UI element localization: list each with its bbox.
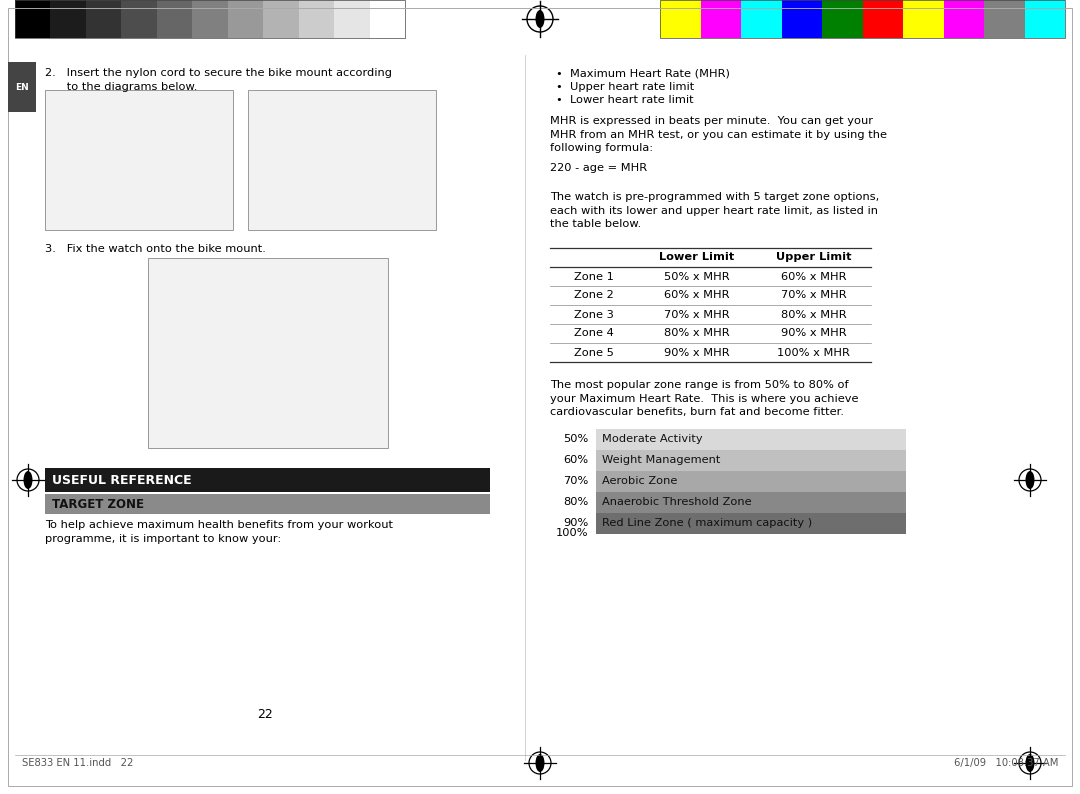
Bar [51,0,86,38]
Text: To help achieve maximum health benefits from your workout: To help achieve maximum health benefits … [45,520,393,530]
Text: MHR from an MHR test, or you can estimate it by using the: MHR from an MHR test, or you can estimat… [550,129,887,140]
Bar [334,0,369,38]
Bar [741,0,782,38]
Text: the table below.: the table below. [550,219,642,229]
Bar [596,449,906,471]
Bar [248,90,436,230]
Bar [596,429,906,449]
Bar [596,512,906,534]
Text: Zone 3: Zone 3 [575,310,613,319]
Bar [192,0,228,38]
Bar [148,258,388,448]
Text: EN: EN [15,83,29,91]
Text: your Maximum Heart Rate.  This is where you achieve: your Maximum Heart Rate. This is where y… [550,394,859,403]
Text: 90%: 90% [563,518,588,528]
Ellipse shape [536,10,544,28]
Text: •  Upper heart rate limit: • Upper heart rate limit [556,82,694,91]
Text: Upper Limit: Upper Limit [775,252,851,263]
Bar [863,0,903,38]
Ellipse shape [536,754,544,772]
Bar [86,0,121,38]
Text: 220 - age = MHR: 220 - age = MHR [550,163,647,173]
Text: to the diagrams below.: to the diagrams below. [45,82,198,91]
Bar [660,0,1065,38]
Bar [45,494,490,514]
Text: 80% x MHR: 80% x MHR [664,329,730,338]
Text: 22: 22 [257,707,273,720]
Text: Moderate Activity: Moderate Activity [602,434,703,444]
Bar [701,0,741,38]
Bar [15,0,405,38]
Bar [984,0,1025,38]
Bar [596,491,906,512]
Text: Aerobic Zone: Aerobic Zone [602,476,677,486]
Bar [264,0,299,38]
Text: SE833 EN 11.indd   22: SE833 EN 11.indd 22 [22,758,133,768]
Text: each with its lower and upper heart rate limit, as listed in: each with its lower and upper heart rate… [550,206,878,215]
Text: MHR is expressed in beats per minute.  You can get your: MHR is expressed in beats per minute. Yo… [550,116,873,126]
Text: The most popular zone range is from 50% to 80% of: The most popular zone range is from 50% … [550,380,849,390]
Text: 70% x MHR: 70% x MHR [781,291,847,300]
Text: 90% x MHR: 90% x MHR [664,348,730,357]
Text: 6/1/09   10:08:37 AM: 6/1/09 10:08:37 AM [954,758,1058,768]
Text: The watch is pre-programmed with 5 target zone options,: The watch is pre-programmed with 5 targe… [550,192,879,202]
Text: 2.   Insert the nylon cord to secure the bike mount according: 2. Insert the nylon cord to secure the b… [45,68,392,78]
Bar [660,0,701,38]
Bar [944,0,984,38]
Text: 50%: 50% [563,434,588,444]
Bar [45,90,233,230]
Bar [8,62,36,112]
Text: •  Maximum Heart Rate (MHR): • Maximum Heart Rate (MHR) [556,68,730,78]
Text: 70%: 70% [563,476,588,486]
Text: Zone 5: Zone 5 [575,348,613,357]
Bar [121,0,157,38]
Text: 3.   Fix the watch onto the bike mount.: 3. Fix the watch onto the bike mount. [45,244,266,254]
Ellipse shape [24,471,32,489]
Text: TARGET ZONE: TARGET ZONE [52,498,144,511]
Bar [15,0,51,38]
Bar [1025,0,1065,38]
Text: Zone 2: Zone 2 [575,291,613,300]
Bar [157,0,192,38]
Text: Red Line Zone ( maximum capacity ): Red Line Zone ( maximum capacity ) [602,518,812,528]
Ellipse shape [1026,754,1035,772]
Bar [903,0,944,38]
Text: 50% x MHR: 50% x MHR [664,272,730,282]
Text: 100%: 100% [555,529,588,538]
Text: 80% x MHR: 80% x MHR [781,310,847,319]
Bar [596,471,906,491]
Text: following formula:: following formula: [550,143,653,153]
Text: Anaerobic Threshold Zone: Anaerobic Threshold Zone [602,497,752,507]
Text: Zone 4: Zone 4 [575,329,613,338]
Bar [782,0,822,38]
Text: Lower Limit: Lower Limit [660,252,734,263]
Text: •  Lower heart rate limit: • Lower heart rate limit [556,95,693,105]
Bar [822,0,863,38]
Text: 60% x MHR: 60% x MHR [664,291,730,300]
Text: 70% x MHR: 70% x MHR [664,310,730,319]
Text: programme, it is important to know your:: programme, it is important to know your: [45,534,281,544]
Text: 60%: 60% [563,455,588,465]
Text: USEFUL REFERENCE: USEFUL REFERENCE [52,473,191,487]
Bar [45,468,490,492]
Ellipse shape [1026,471,1035,489]
Bar [299,0,334,38]
Text: Zone 1: Zone 1 [575,272,613,282]
Text: Weight Management: Weight Management [602,455,720,465]
Text: 100% x MHR: 100% x MHR [778,348,850,357]
Bar [228,0,264,38]
Text: 90% x MHR: 90% x MHR [781,329,847,338]
Text: 60% x MHR: 60% x MHR [781,272,847,282]
Text: 80%: 80% [563,497,588,507]
Bar [369,0,405,38]
Text: cardiovascular benefits, burn fat and become fitter.: cardiovascular benefits, burn fat and be… [550,407,843,417]
